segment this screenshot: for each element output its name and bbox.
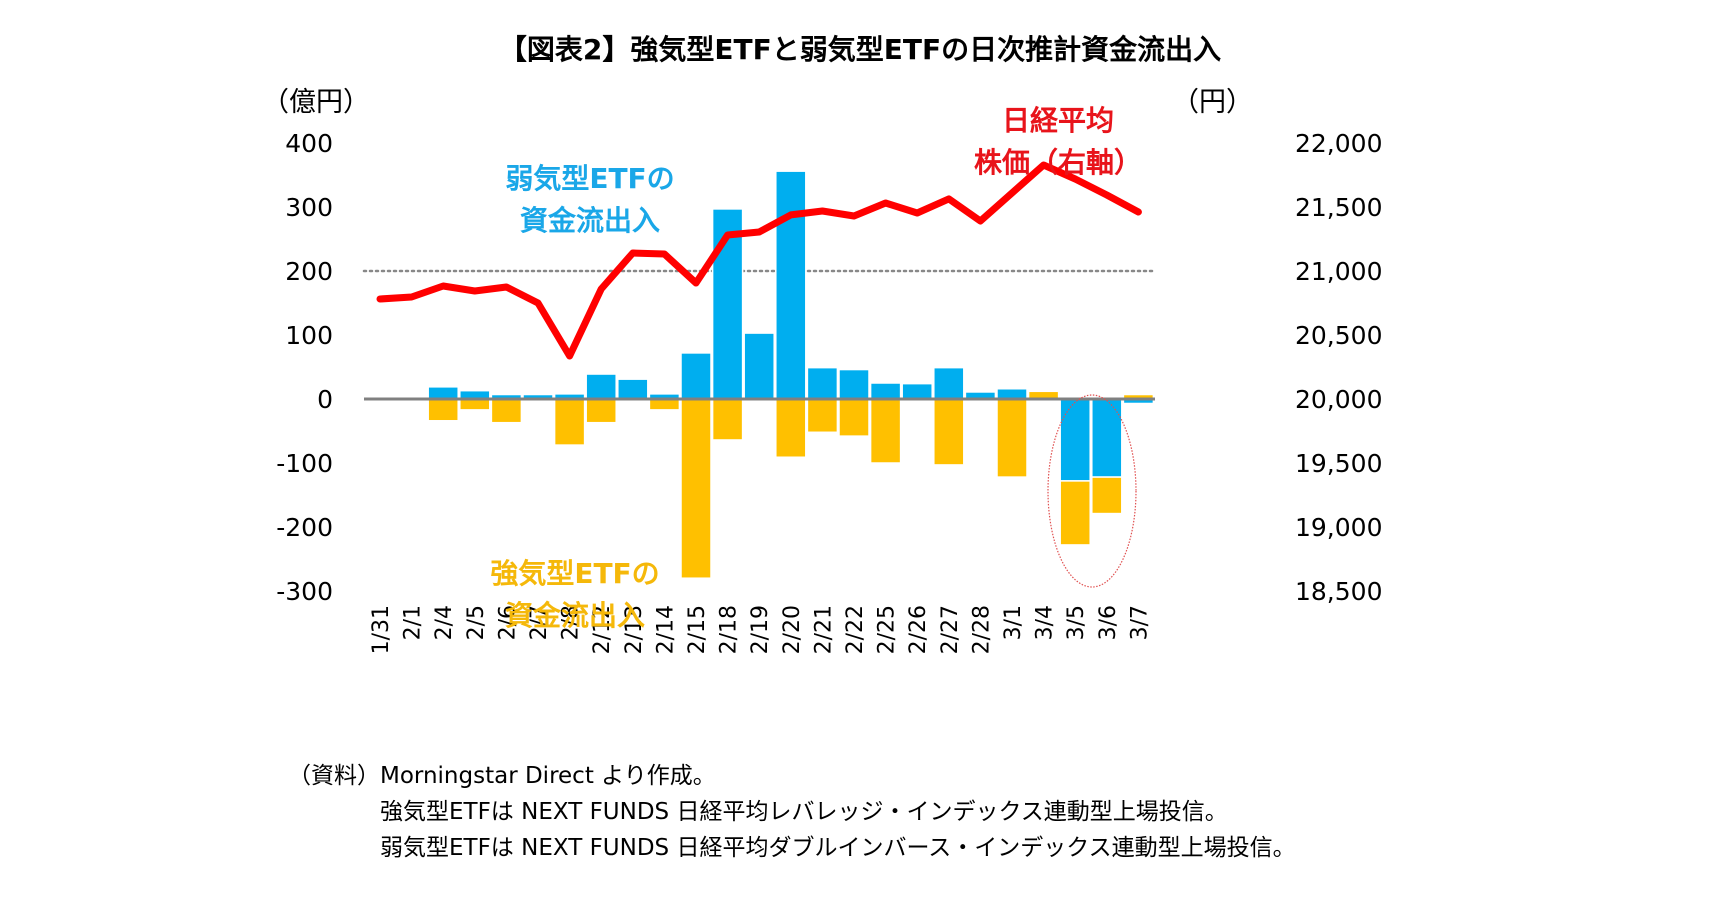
bear-etf-bar	[838, 368, 870, 400]
x-tick-label: 2/5	[464, 605, 489, 640]
bear-etf-bar	[1091, 398, 1123, 478]
x-tick-label: 2/19	[748, 605, 773, 654]
right-tick-label: 19,000	[1295, 513, 1382, 542]
left-tick-label: 300	[285, 193, 333, 222]
bull-label-line2: 資金流出入	[504, 599, 645, 632]
x-tick-label: 2/20	[780, 605, 805, 654]
bull-etf-bar	[680, 398, 712, 579]
left-axis-unit: （億円）	[262, 87, 370, 118]
right-tick-label: 20,500	[1295, 321, 1382, 350]
footnotes: （資料）Morningstar Direct より作成。 強気型ETFは NEX…	[288, 758, 1296, 866]
bull-etf-bar	[585, 398, 617, 424]
x-tick-label: 1/31	[369, 605, 394, 654]
left-tick-label: 400	[285, 129, 333, 158]
bull-etf-bar	[490, 398, 523, 424]
bear-etf-bar	[996, 388, 1028, 400]
bull-etf-bar	[775, 398, 807, 458]
bear-etf-bar	[1059, 398, 1091, 482]
right-tick-label: 18,500	[1295, 577, 1382, 606]
x-tick-label: 2/4	[432, 605, 457, 640]
left-tick-label: 200	[285, 257, 333, 286]
x-tick-label: 2/25	[875, 605, 900, 654]
left-tick-label: 100	[285, 321, 333, 350]
bear-etf-bar	[869, 382, 902, 400]
x-tick-label: 2/7	[527, 605, 552, 640]
bull-etf-bar	[711, 398, 744, 441]
bull-label-line1: 強気型ETFの	[490, 557, 660, 590]
bull-etf-bar	[933, 398, 965, 466]
bear-etf-bar	[933, 366, 965, 400]
bear-etf-label: 弱気型ETFの 資金流出入	[470, 158, 710, 242]
x-tick-label: 3/4	[1033, 605, 1058, 640]
nikkei-label-line1: 日経平均	[1001, 104, 1114, 137]
bull-etf-bars	[395, 390, 1155, 579]
bull-etf-bar	[427, 398, 459, 422]
bear-etf-bar	[617, 378, 649, 400]
x-tick-label: 3/6	[1096, 605, 1121, 640]
right-tick-label: 20,000	[1295, 385, 1382, 414]
x-tick-label: 2/21	[811, 605, 836, 654]
bull-etf-label: 強気型ETFの 資金流出入	[455, 553, 695, 637]
right-tick-label: 21,500	[1295, 193, 1382, 222]
left-axis-ticks: 400 300 200 100 0 -100 -200 -300	[276, 129, 333, 606]
bear-etf-bar	[427, 386, 459, 400]
right-axis-ticks: 22,000 21,500 21,000 20,500 20,000 19,500 19,0…	[1295, 129, 1382, 606]
right-tick-label: 21,000	[1295, 257, 1382, 286]
bull-etf-bar	[838, 398, 870, 437]
right-axis-unit: （円）	[1172, 87, 1253, 118]
bear-label-line1: 弱気型ETFの	[505, 162, 675, 195]
x-tick-label: 2/27	[938, 605, 963, 654]
right-tick-label: 19,500	[1295, 449, 1382, 478]
left-tick-label: -100	[276, 449, 333, 478]
source-prefix: （資料）	[288, 763, 380, 789]
bull-etf-bar	[1091, 476, 1123, 515]
bear-etf-note: 弱気型ETFは NEXT FUNDS 日経平均ダブルインバース・インデックス連動…	[380, 835, 1296, 861]
source-text: Morningstar Direct より作成。	[380, 763, 716, 789]
bear-etf-bar	[680, 352, 712, 400]
x-tick-label: 2/14	[653, 605, 678, 654]
source-note: （資料）Morningstar Direct より作成。	[288, 758, 1296, 794]
x-tick-label: 2/22	[843, 605, 868, 654]
bull-etf-bar	[1059, 480, 1091, 546]
x-tick-label: 3/5	[1064, 605, 1089, 640]
nikkei-label: 日経平均 株価（右軸）	[948, 100, 1168, 184]
bull-etf-bar	[806, 398, 839, 434]
x-tick-label: 2/8	[559, 605, 584, 640]
chart-title: 【図表2】強気型ETFと弱気型ETFの日次推計資金流出入	[498, 33, 1222, 66]
nikkei-label-line2: 株価（右軸）	[973, 146, 1142, 179]
x-tick-label: 2/18	[717, 605, 742, 654]
bear-etf-bar	[901, 382, 933, 400]
bear-etf-bar	[585, 373, 617, 400]
bear-etf-bar	[806, 366, 839, 400]
x-tick-label: 2/28	[969, 605, 994, 654]
x-axis-labels: 1/31 2/1 2/4 2/5 2/6 2/7 2/8 2/12 2/13 2/14 2/15 2/…	[369, 605, 1152, 654]
x-tick-label: 2/1	[401, 605, 426, 640]
x-tick-label: 2/13	[622, 605, 647, 654]
x-tick-label: 2/15	[685, 605, 710, 654]
bull-etf-bar	[553, 398, 586, 446]
bull-etf-note: 強気型ETFは NEXT FUNDS 日経平均レバレッジ・インデックス連動型上場…	[380, 799, 1228, 825]
nikkei-line	[376, 161, 1142, 360]
x-tick-label: 3/7	[1127, 605, 1152, 640]
x-tick-label: 2/6	[495, 605, 520, 640]
x-tick-label: 2/26	[906, 605, 931, 654]
x-tick-label: 2/12	[590, 605, 615, 654]
bull-etf-bar	[996, 398, 1028, 478]
highlight-ellipse	[1047, 394, 1137, 588]
bull-etf-bar	[869, 398, 902, 464]
bear-label-line2: 資金流出入	[519, 204, 660, 237]
left-tick-label: -200	[276, 513, 333, 542]
left-tick-label: -300	[276, 577, 333, 606]
bear-etf-bar	[775, 170, 807, 400]
right-tick-label: 22,000	[1295, 129, 1382, 158]
bull-etf-bar	[459, 398, 491, 411]
bear-etf-bar	[743, 332, 775, 400]
x-tick-label: 3/1	[1001, 605, 1026, 640]
left-tick-label: 0	[317, 385, 333, 414]
bull-etf-bar	[648, 398, 681, 411]
